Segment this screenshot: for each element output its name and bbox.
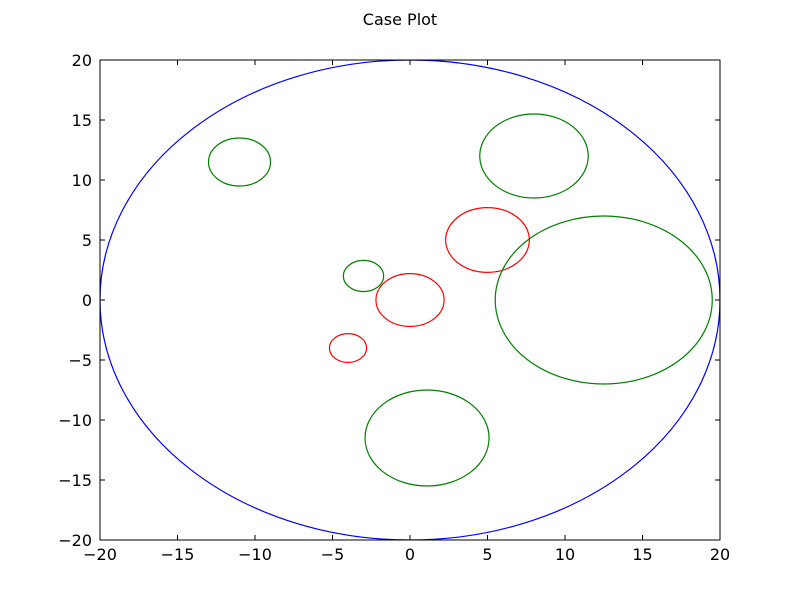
x-tick-label: −20 [83,545,117,564]
y-tick-label: 5 [82,231,92,250]
y-tick-label: −5 [68,351,92,370]
x-tick-label: 0 [405,545,415,564]
y-tick-labels: −20 −15 −10 −5 0 5 10 15 20 [58,51,92,550]
circle-series-2-2 [342,259,385,293]
y-tick-label: 0 [82,291,92,310]
x-tick-label: 15 [632,545,652,564]
plot-area [99,59,721,541]
circle-series-1-0 [375,273,445,328]
circle-series-2-0 [207,137,272,187]
x-tick-label: −10 [238,545,272,564]
circle-series-2-1 [479,113,589,199]
y-tick-label: 15 [72,111,92,130]
y-tick-label: −15 [58,471,92,490]
y-tick-label: 10 [72,171,92,190]
y-tick-label: −10 [58,411,92,430]
circle-series-1-2 [328,333,368,364]
y-tick-label: −20 [58,531,92,550]
x-tick-label: −15 [161,545,195,564]
x-tick-label: −5 [321,545,345,564]
x-tick-label: 20 [710,545,730,564]
y-tick-label: 20 [72,51,92,70]
circles-layer [100,60,720,540]
axes-frame [99,59,721,541]
circle-series-1-1 [445,207,530,274]
chart-title: Case Plot [363,10,437,29]
circle-series-2-4 [364,389,490,487]
x-tick-label: 5 [482,545,492,564]
x-tick-labels: −20 −15 −10 −5 0 5 10 15 20 [83,545,730,564]
circle-series-2-3 [494,215,713,385]
x-tick-label: 10 [555,545,575,564]
